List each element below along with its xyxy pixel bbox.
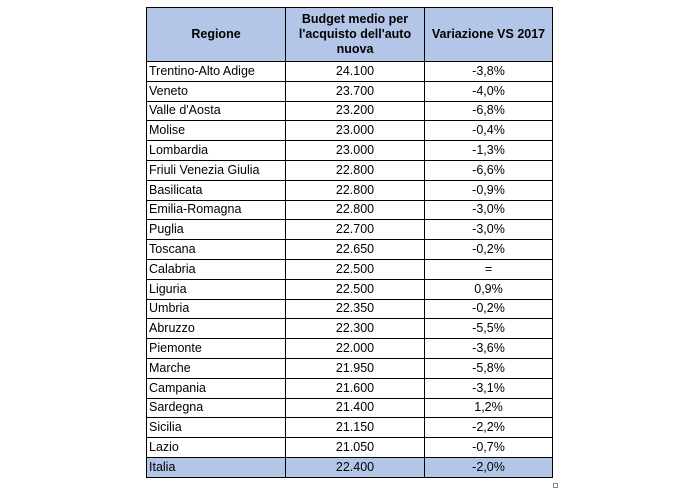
table-row: Sicilia 21.150 -2,2% bbox=[146, 417, 553, 439]
change-cell[interactable]: -5,5% bbox=[424, 318, 553, 340]
change-cell[interactable]: -3,1% bbox=[424, 377, 553, 399]
budget-cell[interactable]: 23.000 bbox=[285, 120, 425, 142]
total-change-cell[interactable]: -2,0% bbox=[424, 456, 553, 478]
table-row: Lombardia 23.000 -1,3% bbox=[146, 140, 553, 161]
budget-cell[interactable]: 23.000 bbox=[285, 140, 425, 161]
region-cell[interactable]: Sicilia bbox=[146, 417, 286, 439]
header-region[interactable]: Regione bbox=[146, 7, 286, 62]
table-row: Puglia 22.700 -3,0% bbox=[146, 219, 553, 241]
change-cell[interactable]: -1,3% bbox=[424, 140, 553, 161]
region-cell[interactable]: Piemonte bbox=[146, 338, 286, 359]
region-cell[interactable]: Molise bbox=[146, 120, 286, 142]
budget-cell[interactable]: 22.700 bbox=[285, 219, 425, 241]
region-cell[interactable]: Friuli Venezia Giulia bbox=[146, 159, 286, 181]
change-cell[interactable]: -3,6% bbox=[424, 338, 553, 359]
change-cell[interactable]: -0,7% bbox=[424, 437, 553, 458]
header-budget[interactable]: Budget medio per l'acquisto dell'auto nu… bbox=[285, 7, 425, 62]
budget-cell[interactable]: 21.400 bbox=[285, 397, 425, 419]
budget-cell[interactable]: 22.350 bbox=[285, 298, 425, 320]
change-cell[interactable]: -3,0% bbox=[424, 219, 553, 241]
change-cell[interactable]: -6,6% bbox=[424, 159, 553, 181]
change-cell[interactable]: -0,2% bbox=[424, 298, 553, 320]
region-cell[interactable]: Valle d'Aosta bbox=[146, 100, 286, 122]
table-body: Trentino-Alto Adige 24.100 -3,8% Veneto 23.7… bbox=[146, 61, 553, 478]
table-row: Friuli Venezia Giulia 22.800 -6,6% bbox=[146, 159, 553, 181]
table-row: Basilicata 22.800 -0,9% bbox=[146, 179, 553, 201]
region-cell[interactable]: Basilicata bbox=[146, 179, 286, 201]
table-row: Toscana 22.650 -0,2% bbox=[146, 239, 553, 260]
budget-cell[interactable]: 22.500 bbox=[285, 258, 425, 280]
budget-cell[interactable]: 21.150 bbox=[285, 417, 425, 439]
region-cell[interactable]: Liguria bbox=[146, 278, 286, 300]
budget-cell[interactable]: 22.300 bbox=[285, 318, 425, 340]
change-cell[interactable]: -5,8% bbox=[424, 357, 553, 379]
table-row: Campania 21.600 -3,1% bbox=[146, 377, 553, 399]
header-row: Regione Budget medio per l'acquisto dell… bbox=[146, 7, 553, 62]
change-cell[interactable]: -6,8% bbox=[424, 100, 553, 122]
change-cell[interactable]: -0,2% bbox=[424, 239, 553, 260]
budget-cell[interactable]: 22.800 bbox=[285, 179, 425, 201]
region-cell[interactable]: Lazio bbox=[146, 437, 286, 458]
table-row: Umbria 22.350 -0,2% bbox=[146, 298, 553, 320]
change-cell[interactable]: -4,0% bbox=[424, 80, 553, 102]
change-cell[interactable]: -2,2% bbox=[424, 417, 553, 439]
change-cell[interactable]: 0,9% bbox=[424, 278, 553, 300]
budget-cell[interactable]: 21.600 bbox=[285, 377, 425, 399]
budget-cell[interactable]: 22.650 bbox=[285, 239, 425, 260]
region-cell[interactable]: Veneto bbox=[146, 80, 286, 102]
change-cell[interactable]: -0,9% bbox=[424, 179, 553, 201]
change-cell[interactable]: -0,4% bbox=[424, 120, 553, 142]
change-cell[interactable]: -3,8% bbox=[424, 61, 553, 82]
table-resize-handle[interactable] bbox=[553, 483, 558, 488]
region-cell[interactable]: Sardegna bbox=[146, 397, 286, 419]
table-row: Liguria 22.500 0,9% bbox=[146, 278, 553, 300]
budget-cell[interactable]: 22.800 bbox=[285, 199, 425, 221]
table-row: Calabria 22.500 = bbox=[146, 258, 553, 280]
table-row: Molise 23.000 -0,4% bbox=[146, 120, 553, 142]
table-row: Valle d'Aosta 23.200 -6,8% bbox=[146, 100, 553, 122]
change-cell[interactable]: 1,2% bbox=[424, 397, 553, 419]
budget-table: Regione Budget medio per l'acquisto dell… bbox=[146, 7, 553, 478]
total-budget-cell[interactable]: 22.400 bbox=[285, 456, 425, 478]
budget-cell[interactable]: 23.200 bbox=[285, 100, 425, 122]
region-cell[interactable]: Calabria bbox=[146, 258, 286, 280]
budget-cell[interactable]: 23.700 bbox=[285, 80, 425, 102]
table-row: Piemonte 22.000 -3,6% bbox=[146, 338, 553, 359]
region-cell[interactable]: Marche bbox=[146, 357, 286, 379]
region-cell[interactable]: Trentino-Alto Adige bbox=[146, 61, 286, 82]
table-row: Sardegna 21.400 1,2% bbox=[146, 397, 553, 419]
budget-cell[interactable]: 21.050 bbox=[285, 437, 425, 458]
table-row: Lazio 21.050 -0,7% bbox=[146, 437, 553, 458]
region-cell[interactable]: Umbria bbox=[146, 298, 286, 320]
budget-cell[interactable]: 22.500 bbox=[285, 278, 425, 300]
table-row: Emilia-Romagna 22.800 -3,0% bbox=[146, 199, 553, 221]
budget-cell[interactable]: 22.000 bbox=[285, 338, 425, 359]
table-row: Veneto 23.700 -4,0% bbox=[146, 80, 553, 102]
total-region-cell[interactable]: Italia bbox=[146, 456, 286, 478]
budget-cell[interactable]: 22.800 bbox=[285, 159, 425, 181]
total-row: Italia 22.400 -2,0% bbox=[146, 456, 553, 478]
region-cell[interactable]: Abruzzo bbox=[146, 318, 286, 340]
region-cell[interactable]: Campania bbox=[146, 377, 286, 399]
region-cell[interactable]: Lombardia bbox=[146, 140, 286, 161]
region-cell[interactable]: Emilia-Romagna bbox=[146, 199, 286, 221]
budget-cell[interactable]: 21.950 bbox=[285, 357, 425, 379]
change-cell[interactable]: -3,0% bbox=[424, 199, 553, 221]
budget-cell[interactable]: 24.100 bbox=[285, 61, 425, 82]
region-cell[interactable]: Puglia bbox=[146, 219, 286, 241]
header-change[interactable]: Variazione VS 2017 bbox=[424, 7, 553, 62]
table-row: Abruzzo 22.300 -5,5% bbox=[146, 318, 553, 340]
table-row: Trentino-Alto Adige 24.100 -3,8% bbox=[146, 61, 553, 82]
region-cell[interactable]: Toscana bbox=[146, 239, 286, 260]
table-row: Marche 21.950 -5,8% bbox=[146, 357, 553, 379]
change-cell[interactable]: = bbox=[424, 258, 553, 280]
